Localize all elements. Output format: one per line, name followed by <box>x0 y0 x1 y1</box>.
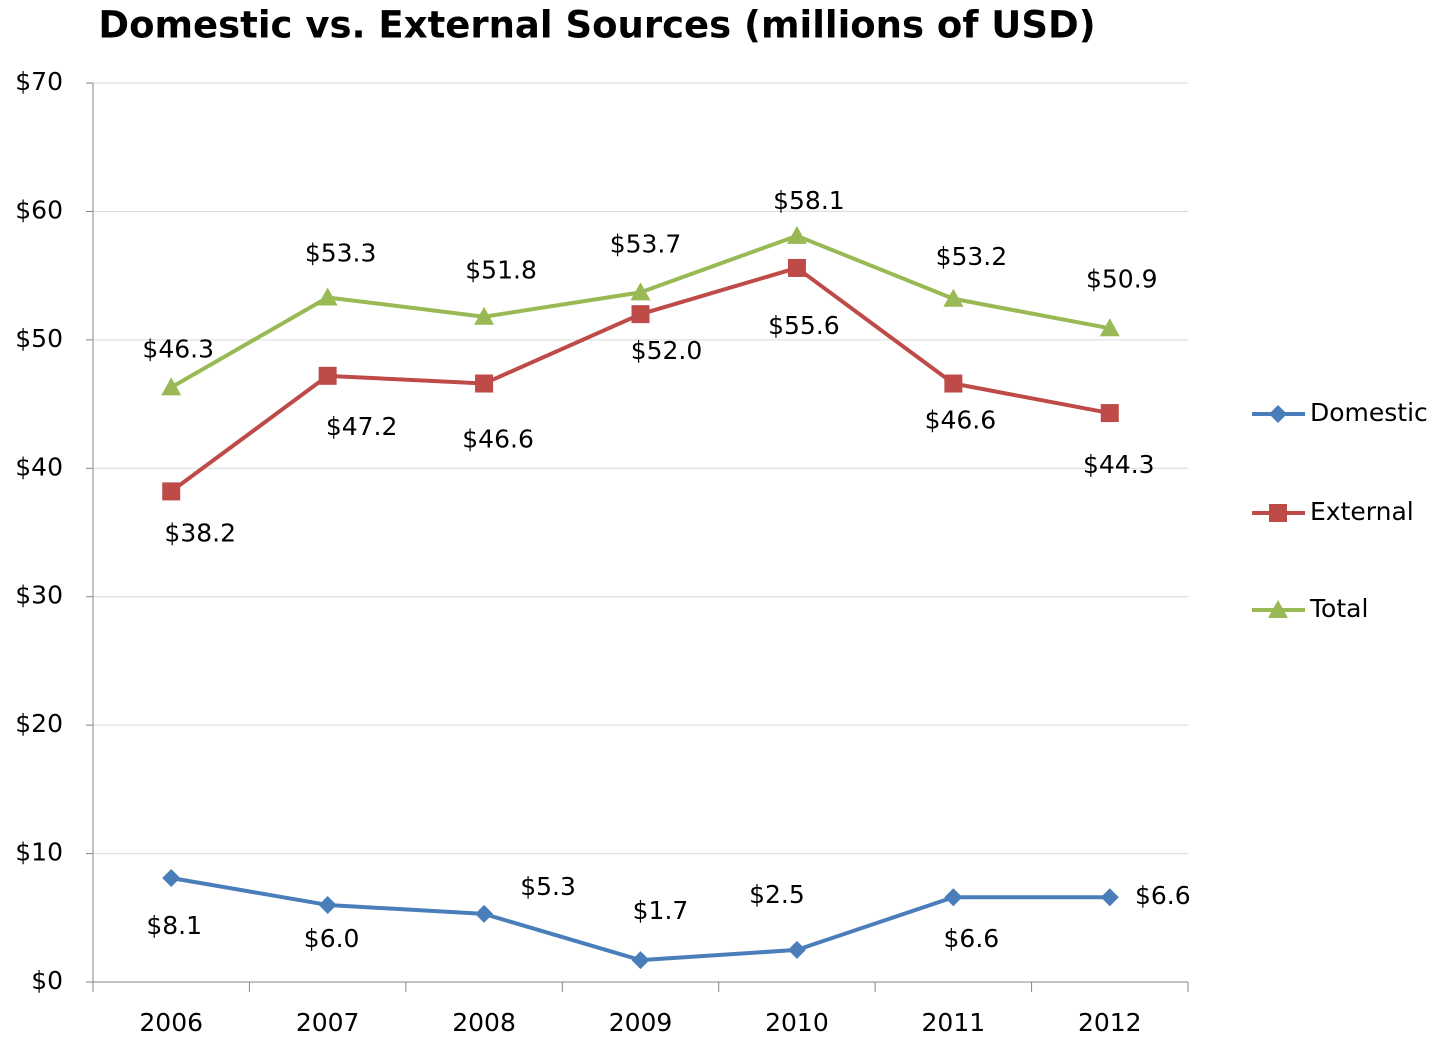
data-point <box>1100 888 1119 907</box>
legend-label: External <box>1310 497 1414 526</box>
data-label: $52.0 <box>631 336 703 365</box>
x-tick-label: 2009 <box>609 1008 673 1037</box>
data-point <box>475 904 494 923</box>
x-tick-label: 2010 <box>765 1008 829 1037</box>
chart-title: Domestic vs. External Sources (millions … <box>98 4 1095 47</box>
data-point <box>631 305 650 324</box>
data-label: $6.6 <box>944 924 1000 953</box>
data-point <box>318 366 337 385</box>
data-label: $53.3 <box>305 238 377 267</box>
legend-marker <box>1268 600 1288 618</box>
x-tick-label: 2006 <box>139 1008 203 1037</box>
y-tick-label: $40 <box>15 452 63 481</box>
data-label: $5.3 <box>520 872 576 901</box>
x-tick-label: 2008 <box>452 1008 516 1037</box>
data-point <box>161 377 182 396</box>
x-tick-label: 2011 <box>922 1008 986 1037</box>
data-point <box>1099 318 1120 337</box>
data-point <box>787 258 806 277</box>
data-label: $53.7 <box>610 229 682 258</box>
data-point <box>631 951 650 970</box>
legend-marker <box>1269 405 1287 423</box>
data-point <box>944 888 963 907</box>
y-tick-label: $70 <box>15 67 63 96</box>
data-label: $1.7 <box>633 896 689 925</box>
data-point <box>943 288 964 307</box>
data-label: $6.0 <box>304 924 360 953</box>
data-point <box>630 282 651 301</box>
data-point <box>474 306 495 325</box>
data-label: $47.2 <box>326 412 398 441</box>
data-point <box>318 895 337 914</box>
y-tick-label: $50 <box>15 324 63 353</box>
data-point <box>1100 404 1119 423</box>
data-point <box>786 225 807 244</box>
data-label: $46.3 <box>142 334 214 363</box>
legend-marker <box>1269 504 1287 522</box>
y-tick-label: $0 <box>31 966 63 995</box>
y-tick-label: $10 <box>15 838 63 867</box>
data-point <box>475 374 494 393</box>
data-label: $50.9 <box>1086 264 1158 293</box>
data-label: $51.8 <box>465 256 537 285</box>
y-tick-label: $30 <box>15 581 63 610</box>
data-point <box>162 482 181 501</box>
x-tick-label: 2012 <box>1078 1008 1142 1037</box>
x-tick-label: 2007 <box>296 1008 360 1037</box>
legend-label: Domestic <box>1310 398 1428 427</box>
data-point <box>944 374 963 393</box>
data-label: $6.6 <box>1135 881 1191 910</box>
data-point <box>317 287 338 306</box>
data-label: $46.6 <box>462 425 534 454</box>
data-label: $46.6 <box>925 406 997 435</box>
data-label: $53.2 <box>936 242 1008 271</box>
data-point <box>787 940 806 959</box>
data-label: $8.1 <box>146 911 202 940</box>
y-tick-label: $60 <box>15 195 63 224</box>
data-label: $58.1 <box>773 186 845 215</box>
y-tick-label: $20 <box>15 709 63 738</box>
data-label: $38.2 <box>164 518 236 547</box>
data-label: $55.6 <box>768 311 840 340</box>
data-point <box>162 868 181 887</box>
data-label: $2.5 <box>749 880 805 909</box>
legend-label: Total <box>1309 594 1368 623</box>
data-label: $44.3 <box>1083 450 1155 479</box>
